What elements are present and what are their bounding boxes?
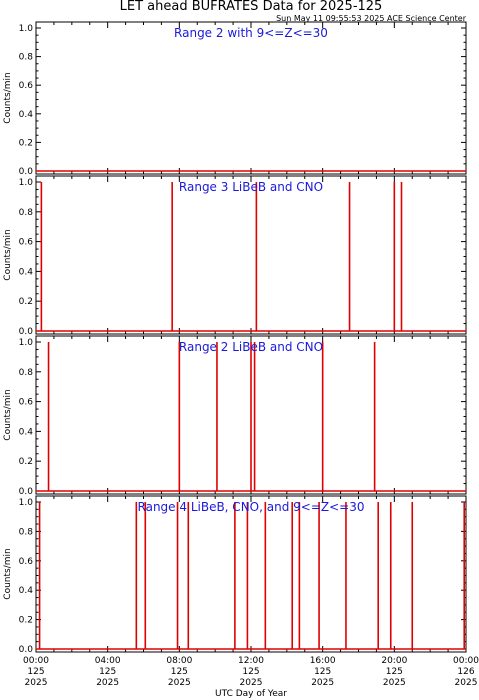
y-tick-label: 0.4 <box>19 427 34 437</box>
y-tick-label: 0.8 <box>19 368 34 378</box>
x-tick-label: 125 <box>99 667 116 677</box>
y-tick-label: 0.6 <box>19 398 34 408</box>
y-tick-label: 1.0 <box>19 338 34 348</box>
y-axis-label: Counts/min <box>3 389 13 440</box>
y-tick-label: 0.0 <box>19 645 34 655</box>
x-tick-labels: 00:00125202504:00125202508:00125202512:0… <box>23 656 479 688</box>
x-tick-label: 125 <box>386 667 403 677</box>
x-tick-label: 2025 <box>240 678 263 688</box>
panels-group: 0.0 0.2 0.4 0.6 0.8 1.0 Counts/min Range 2 with… <box>3 21 467 655</box>
x-tick-label: 20:00 <box>381 656 407 666</box>
x-tick-label: 2025 <box>168 678 191 688</box>
panel-label: Range 2 with 9<=Z<=30 <box>174 26 328 40</box>
x-tick-label: 2025 <box>96 678 119 688</box>
panel-label: Range 2 LiBeB and CNO <box>179 340 323 354</box>
y-tick-label: 0.2 <box>19 297 33 307</box>
y-tick-label: 0.8 <box>19 208 34 218</box>
x-axis-label: UTC Day of Year <box>215 689 287 699</box>
y-tick-label: 1.0 <box>19 24 34 34</box>
x-tick-label: 126 <box>457 667 474 677</box>
y-tick-label: 0.4 <box>19 110 34 120</box>
x-tick-label: 2025 <box>455 678 478 688</box>
y-tick-label: 0.0 <box>19 327 34 337</box>
x-tick-label: 125 <box>314 667 331 677</box>
x-tick-label: 16:00 <box>310 656 336 666</box>
y-tick-label: 0.8 <box>19 53 34 63</box>
y-axis-label: Counts/min <box>3 548 13 599</box>
panel-label: Range 3 LiBeB and CNO <box>179 180 323 194</box>
x-tick-label: 08:00 <box>166 656 192 666</box>
panel-label: Range 4 LiBeB, CNO, and 9<=Z<=30 <box>138 500 365 514</box>
y-tick-label: 0.0 <box>19 487 34 497</box>
panel-3: 0.0 0.2 0.4 0.6 0.8 1.0 Counts/min Range 2 LiBe… <box>3 335 467 497</box>
y-tick-label: 0.0 <box>19 167 34 177</box>
panel-frame <box>35 21 467 175</box>
y-axis-label: Counts/min <box>3 229 13 280</box>
y-tick-label: 0.6 <box>19 81 34 91</box>
x-tick-label: 125 <box>242 667 259 677</box>
y-tick-label: 0.4 <box>19 267 34 277</box>
x-tick-label: 125 <box>171 667 188 677</box>
y-tick-label: 0.2 <box>19 138 33 148</box>
x-tick-label: 125 <box>27 667 44 677</box>
y-tick-label: 0.4 <box>19 586 34 596</box>
x-tick-label: 00:00 <box>453 656 479 666</box>
y-tick-label: 1.0 <box>19 178 34 188</box>
y-tick-label: 0.2 <box>19 457 33 467</box>
x-tick-label: 2025 <box>311 678 334 688</box>
x-tick-label: 04:00 <box>95 656 121 666</box>
chart-title: LET ahead BUFRATES Data for 2025-125 <box>120 0 383 14</box>
y-tick-label: 0.6 <box>19 238 34 248</box>
x-tick-label: 00:00 <box>23 656 49 666</box>
y-tick-label: 0.6 <box>19 557 34 567</box>
x-tick-label: 2025 <box>383 678 406 688</box>
y-tick-label: 0.2 <box>19 616 33 626</box>
y-tick-label: 1.0 <box>19 498 34 508</box>
panel-frame <box>35 495 467 653</box>
panel-2: 0.0 0.2 0.4 0.6 0.8 1.0 Counts/min Range 3 LiBe… <box>3 175 467 337</box>
timestamp-label: Sun May 11 09:55:53 2025 ACE Science Cen… <box>276 14 467 23</box>
y-axis-label: Counts/min <box>3 72 13 123</box>
y-tick-label: 0.8 <box>19 527 34 537</box>
panel-1: 0.0 0.2 0.4 0.6 0.8 1.0 Counts/min Range 2 with… <box>3 21 467 177</box>
x-tick-label: 2025 <box>25 678 48 688</box>
x-tick-label: 12:00 <box>238 656 264 666</box>
panel-4: 0.0 0.2 0.4 0.6 0.8 1.0 Counts/min Range 4 LiBe… <box>3 495 467 655</box>
